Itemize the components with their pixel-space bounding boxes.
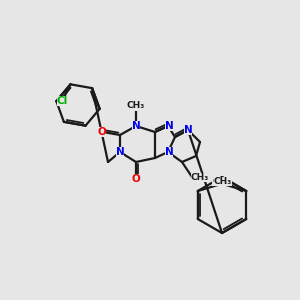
Text: N: N <box>165 121 173 131</box>
Text: O: O <box>132 174 140 184</box>
Text: Cl: Cl <box>57 96 68 106</box>
Text: CH₃: CH₃ <box>212 176 230 185</box>
Text: CH₃: CH₃ <box>127 101 145 110</box>
Text: CH₃: CH₃ <box>191 172 209 182</box>
Text: CH₃: CH₃ <box>214 176 232 185</box>
Text: N: N <box>132 121 140 131</box>
Text: N: N <box>165 147 173 157</box>
Text: N: N <box>116 147 124 157</box>
Text: N: N <box>184 125 192 135</box>
Text: O: O <box>98 127 106 137</box>
